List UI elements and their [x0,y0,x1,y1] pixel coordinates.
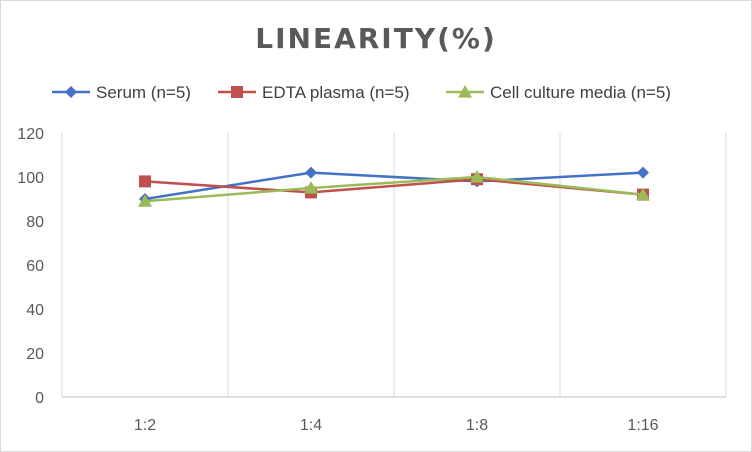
legend-label: EDTA plasma (n=5) [262,83,410,102]
axes: 0 20 40 60 80 100 120 1:2 1:4 1:8 1:16 [17,126,726,434]
data-point [304,181,318,194]
legend-item-3: Cell culture media (n=5) [446,83,671,102]
data-point [637,166,649,179]
y-tick-label: 0 [35,390,44,407]
y-tick-label: 60 [26,258,44,275]
grid [61,133,727,397]
y-tick-label: 100 [17,170,44,187]
x-tick-label: 1:2 [134,417,156,434]
x-tick-label: 1:16 [627,417,658,434]
x-tick-label: 1:8 [466,417,488,434]
data-point [636,187,650,201]
y-tick-label: 20 [26,346,44,363]
series-3 [138,170,650,207]
legend-item-1: Serum (n=5) [52,83,191,102]
legend-marker [231,86,243,98]
series-layer [138,166,650,207]
y-tick-label: 40 [26,302,44,319]
data-point [305,166,317,179]
legend-marker [65,86,77,98]
y-tick-label: 120 [17,126,44,143]
x-tick-label: 1:4 [300,417,322,434]
data-point [470,170,484,183]
legend-label: Cell culture media (n=5) [490,83,671,102]
series-line [144,175,644,203]
legend-marker [458,85,472,98]
chart-title: LINEARITY(%) [255,22,497,55]
data-point [139,175,151,188]
legend-label: Serum (n=5) [96,83,191,102]
legend-item-2: EDTA plasma (n=5) [218,83,410,102]
data-point [138,194,152,207]
y-tick-label: 80 [26,214,44,231]
legend: Serum (n=5) EDTA plasma (n=5) Cell culture… [52,83,671,102]
